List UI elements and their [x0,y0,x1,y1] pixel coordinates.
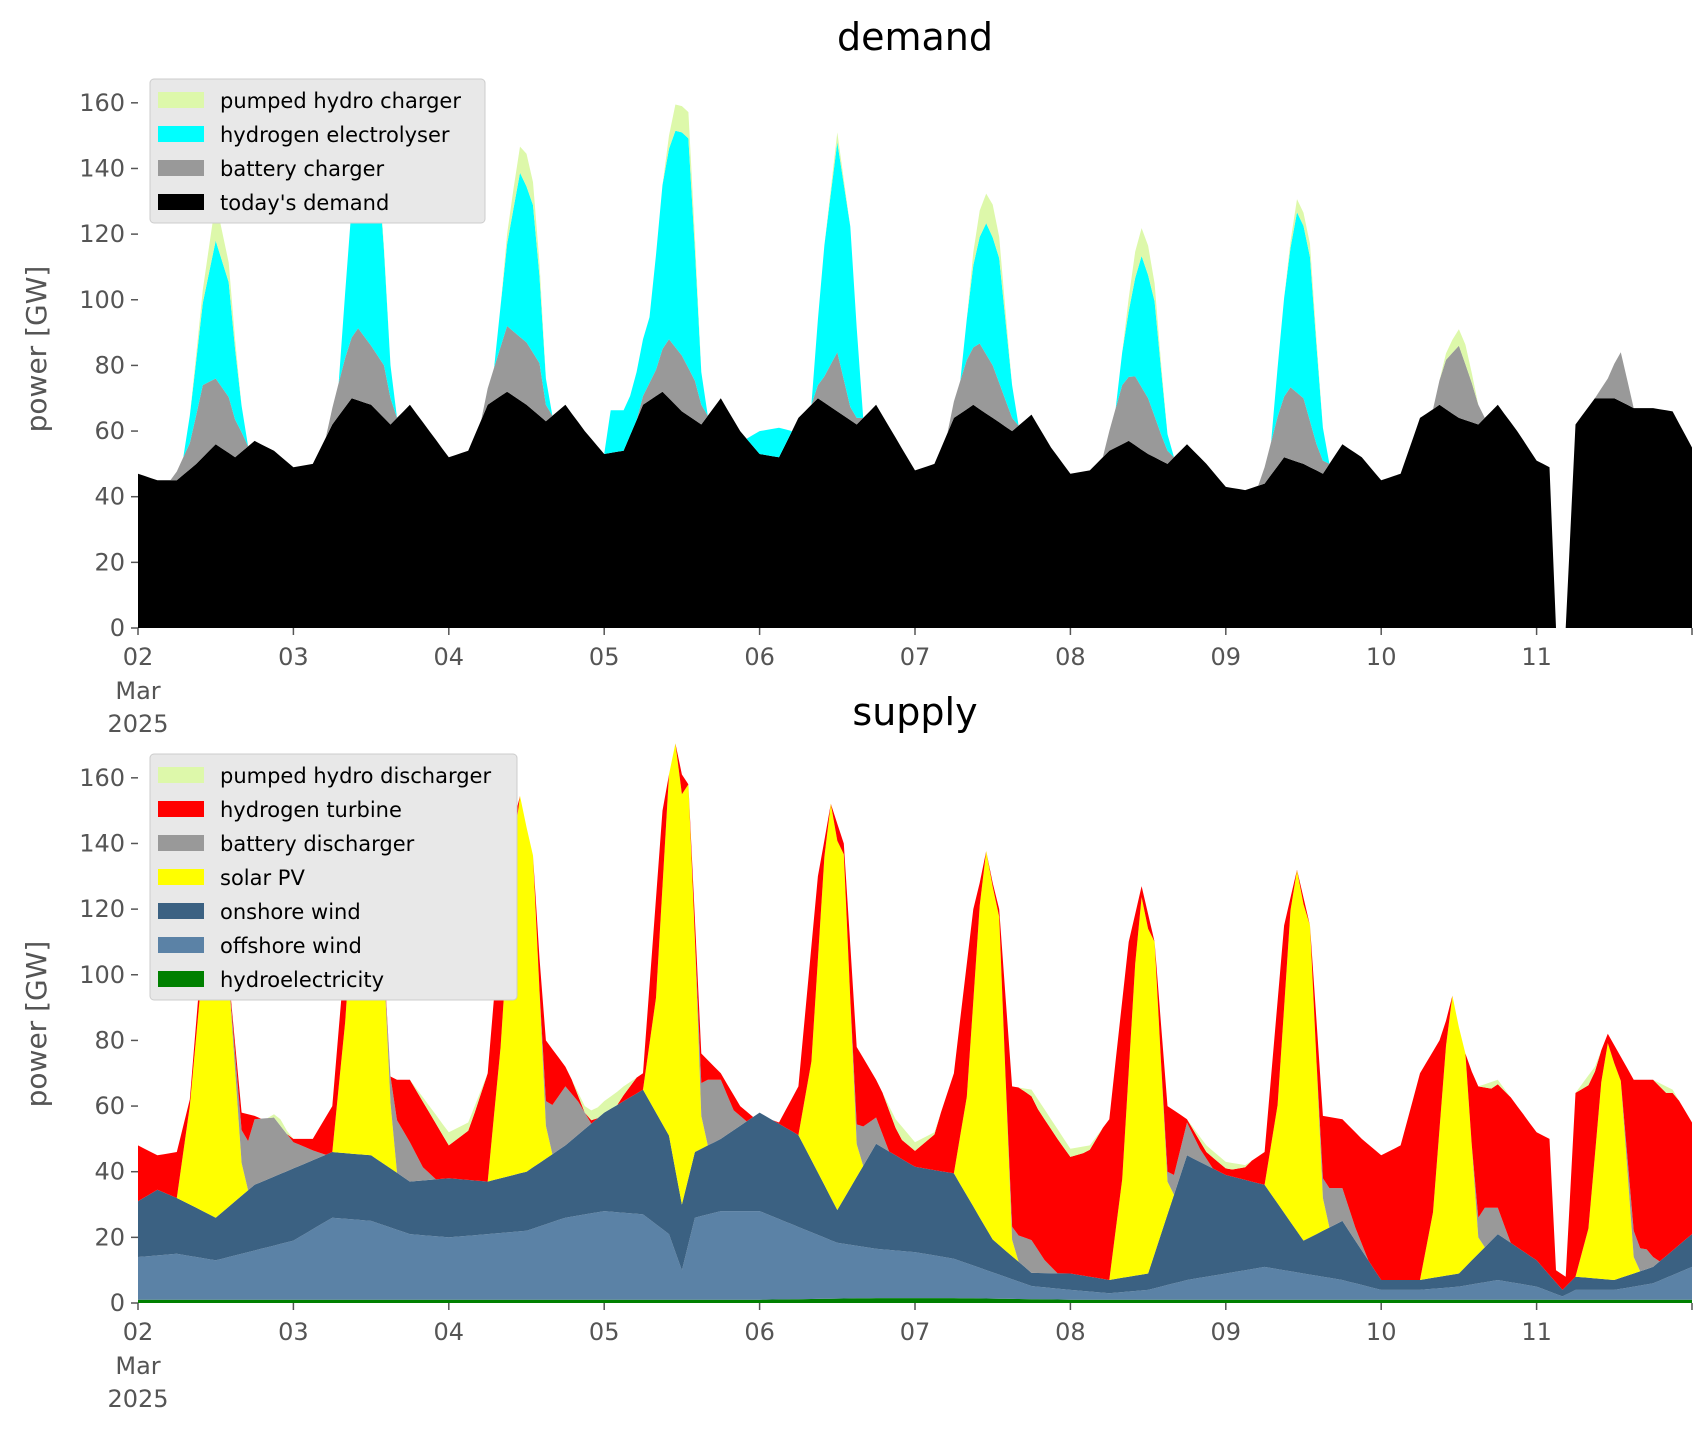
legend-swatch-hydroelectricity [158,971,204,987]
y-tick-label: 80 [94,351,125,379]
legend-frame [149,78,486,224]
y-tick-label: 100 [79,286,125,314]
x-tick-sublabel: 2025 [107,1385,168,1413]
legend-label-solar-pv: solar PV [220,866,305,890]
y-tick-label: 60 [94,417,125,445]
x-tick-label: 02 [123,643,154,671]
legend-frame [149,753,518,1001]
y-tick-label: 0 [110,614,125,642]
legend-label-today-s-demand: today's demand [220,191,389,215]
legend-swatch-pumped-hydro-charger [158,92,204,108]
x-tick-label: 05 [589,1318,620,1346]
legend: pumped hydro discharger hydrogen turbine b… [149,753,518,1001]
area-today-s-demand [138,391,1692,628]
x-tick-label: 06 [744,1318,775,1346]
x-tick-label: 09 [1211,643,1242,671]
legend-swatch-pumped-hydro-discharger [158,767,204,783]
legend: pumped hydro charger hydrogen electrolyse… [149,78,486,224]
y-axis-label: power [GW] [20,266,53,433]
chart-title: supply [852,690,977,734]
x-tick-sublabel: Mar [115,677,160,705]
legend-swatch-hydrogen-turbine [158,801,204,817]
legend-label-hydroelectricity: hydroelectricity [220,968,384,992]
x-tick-label: 04 [434,643,465,671]
y-tick-label: 40 [94,1158,125,1186]
y-tick-label: 20 [94,1223,125,1251]
chart-panel-supply: supply power [GW] 0 20 40 60 80 100 120 140 160 02 M… [20,690,1693,1413]
legend-swatch-today-s-demand [158,194,204,210]
legend-label-onshore-wind: onshore wind [220,900,361,924]
chart-panel-demand: demand power [GW] 0 20 40 60 80 100 120 140 160 02 M… [20,15,1693,738]
x-tick-label: 10 [1366,643,1397,671]
y-tick-label: 40 [94,483,125,511]
y-tick-label: 140 [79,154,125,182]
x-tick-label: 04 [434,1318,465,1346]
x-tick-label: 02 [123,1318,154,1346]
y-tick-label: 100 [79,961,125,989]
legend-label-pumped-hydro-discharger: pumped hydro discharger [220,764,491,788]
y-tick-label: 0 [110,1289,125,1317]
legend-swatch-solar-pv [158,869,204,885]
x-tick-label: 03 [278,1318,309,1346]
y-tick-label: 120 [79,220,125,248]
x-tick-sublabel: 2025 [107,710,168,738]
legend-label-hydrogen-electrolyser: hydrogen electrolyser [220,123,450,147]
y-tick-label: 140 [79,829,125,857]
x-tick-label: 10 [1366,1318,1397,1346]
legend-label-hydrogen-turbine: hydrogen turbine [220,798,402,822]
x-tick-label: 06 [744,643,775,671]
area-onshore-wind [138,1089,1692,1297]
y-tick-label: 160 [79,89,125,117]
x-tick-label: 05 [589,643,620,671]
x-tick-label: 07 [900,1318,931,1346]
area-hydrogen-turbine [138,743,1692,1290]
legend-swatch-onshore-wind [158,903,204,919]
y-axis-label: power [GW] [20,941,53,1108]
y-tick-label: 120 [79,895,125,923]
area-battery-charger [138,326,1692,628]
legend-label-battery-discharger: battery discharger [220,832,415,856]
area-offshore-wind [138,1211,1692,1300]
x-tick-sublabel: Mar [115,1352,160,1380]
x-tick-label: 08 [1055,1318,1086,1346]
x-tick-label: 08 [1055,643,1086,671]
x-tick-label: 03 [278,643,309,671]
chart-title: demand [837,15,993,59]
area-hydroelectricity [138,1298,1692,1303]
legend-swatch-battery-charger [158,160,204,176]
area-hydrogen-electrolyser [138,126,1692,629]
y-tick-label: 20 [94,548,125,576]
legend-swatch-battery-discharger [158,835,204,851]
legend-label-pumped-hydro-charger: pumped hydro charger [220,89,461,113]
x-tick-label: 11 [1521,1318,1552,1346]
x-tick-label: 09 [1211,1318,1242,1346]
legend-swatch-hydrogen-electrolyser [158,126,204,142]
y-tick-label: 60 [94,1092,125,1120]
y-tick-label: 160 [79,764,125,792]
x-tick-label: 07 [900,643,931,671]
area-solar-pv [138,743,1692,1290]
legend-swatch-offshore-wind [158,937,204,953]
legend-label-battery-charger: battery charger [220,157,385,181]
y-tick-label: 80 [94,1026,125,1054]
x-tick-label: 11 [1521,643,1552,671]
legend-label-offshore-wind: offshore wind [220,934,362,958]
